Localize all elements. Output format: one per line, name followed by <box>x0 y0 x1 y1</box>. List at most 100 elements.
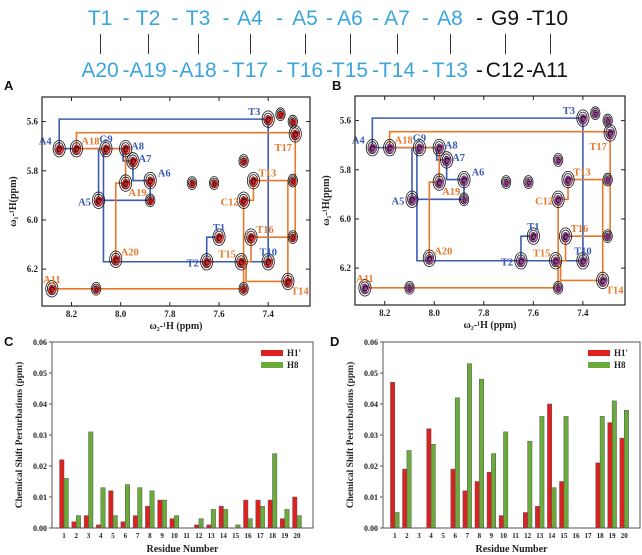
overlay-contour <box>247 233 256 243</box>
contour-ring <box>602 113 613 128</box>
x-tick-label: 14 <box>548 532 556 540</box>
peak-contour <box>261 253 275 271</box>
x-tick-label: 7.6 <box>213 309 225 319</box>
x-axis-title: ω₂-¹H (ppm) <box>463 320 516 331</box>
overlay-contour-core <box>242 288 246 292</box>
overlay-contour <box>121 144 131 155</box>
peak-label-t3: T3 <box>248 107 260 118</box>
contour-ring <box>365 138 379 157</box>
overlay-contour <box>361 284 370 294</box>
x-tick-label: 4 <box>429 532 433 540</box>
sequence-separator: - <box>276 7 283 30</box>
overlay-contour <box>579 257 588 267</box>
contour-ring <box>126 152 140 170</box>
bar-chart-panel-c: 1 2 3 4 5 6 7 8 9 10 11 12 13 14 15 16 17 18 19 200.000.010… <box>14 338 314 555</box>
contour-ring <box>458 192 470 207</box>
contour-ring <box>238 281 249 296</box>
contour-ring <box>526 227 540 245</box>
x-tick-label: 10 <box>171 532 179 540</box>
peak-label-t2: T2 <box>187 259 199 270</box>
overlay-contour-core <box>292 121 295 125</box>
overlay-contour-core <box>601 279 605 284</box>
peak-label-g9: G9 <box>99 135 112 146</box>
overlay-contour-core <box>217 236 222 241</box>
x-tick-label: 15 <box>232 532 240 540</box>
x-tick-label: 3 <box>87 532 91 540</box>
overlay-contour <box>564 175 573 186</box>
bar-h8-residue-9 <box>491 453 497 529</box>
bar-h1prime-residue-7 <box>132 515 138 529</box>
peak-label-a6: A6 <box>472 168 485 179</box>
x-tick-label: 7.8 <box>164 309 176 319</box>
overlay-contour <box>290 119 297 127</box>
peak-contour <box>99 139 113 158</box>
peak-label-t3: T3 <box>563 106 575 117</box>
peak-contour <box>559 227 573 245</box>
x-tick-label: 6 <box>124 532 128 540</box>
overlay-contour-core <box>581 117 586 122</box>
x-tick-label: 7 <box>136 532 140 540</box>
overlay-contour <box>102 144 111 155</box>
peak-label-a19: A19 <box>129 188 147 199</box>
x-tick-label: 18 <box>597 532 605 540</box>
bar-h1prime-residue-9 <box>486 471 492 529</box>
nucleotide-t13: T13 <box>431 59 469 82</box>
overlay-contour <box>93 286 100 294</box>
peak-label-g9: G9 <box>413 134 426 145</box>
x-tick-label: 20 <box>621 532 629 540</box>
sequence-separator: - <box>372 59 379 82</box>
legend-label-h1prime: H1' <box>287 348 301 358</box>
overlay-contour <box>55 144 64 155</box>
nucleotide-t16: T16 <box>286 59 324 82</box>
nucleotide-a11: A11 <box>532 59 568 82</box>
bar-h8-residue-5 <box>112 515 118 529</box>
peak-contour <box>523 175 534 189</box>
bar-h8-residue-16 <box>247 518 253 529</box>
bar-h1prime-residue-19 <box>607 422 613 529</box>
overlay-contour-core <box>114 258 119 263</box>
y-axis-title: ω₁-¹H(ppm) <box>321 175 332 226</box>
y-tick-label: 0.01 <box>33 493 47 502</box>
overlay-contour-core <box>148 179 153 184</box>
peak-contour <box>209 176 220 190</box>
peak-label-c12: C12 <box>221 197 239 208</box>
bar-h8-residue-4 <box>100 487 106 529</box>
peak-contour <box>383 138 397 157</box>
overlay-contour-core <box>410 198 415 203</box>
peak-contour <box>576 109 590 127</box>
sequence-separator: - <box>422 59 429 82</box>
overlay-contour <box>555 285 562 293</box>
bar-h8-residue-9 <box>161 499 167 529</box>
nucleotide-g9: G9 <box>490 7 520 30</box>
bar-h1prime-residue-1 <box>390 382 396 529</box>
peak-label-a18: A18 <box>395 136 413 147</box>
overlay-contour-core <box>97 199 101 204</box>
nucleotide-a7: A7 <box>384 7 410 30</box>
overlay-contour <box>215 233 224 243</box>
sequence-separator: - <box>171 59 179 82</box>
x-tick-label: 8 <box>478 532 482 540</box>
y-axis-title: ω₁-¹H(ppm) <box>8 176 19 227</box>
bar-h8-residue-19 <box>284 509 290 529</box>
legend-swatch-h1prime <box>588 350 610 356</box>
bar-h8-residue-14 <box>551 487 557 529</box>
peak-contour <box>288 125 302 143</box>
peak-contour <box>234 253 248 271</box>
bar-h8-residue-20 <box>296 515 302 529</box>
peak-contour <box>561 170 575 189</box>
bar-h1prime-residue-9 <box>157 499 163 529</box>
contour-ring <box>45 280 59 298</box>
peak-label-t1: T1 <box>527 222 539 233</box>
bar-h1prime-residue-7 <box>462 490 468 529</box>
peak-contour <box>287 173 298 188</box>
x-tick-label: 8.0 <box>429 308 441 318</box>
peak-label-a7: A7 <box>139 154 152 165</box>
peak-contour <box>237 191 251 209</box>
peak-contour <box>457 170 471 189</box>
overlay-contour <box>211 180 218 188</box>
peak-contour <box>422 249 436 267</box>
y-tick-label: 0.02 <box>33 462 47 471</box>
overlay-contour-core <box>428 257 432 262</box>
overlay-contour-core <box>242 160 246 164</box>
contour-ring <box>422 249 436 267</box>
